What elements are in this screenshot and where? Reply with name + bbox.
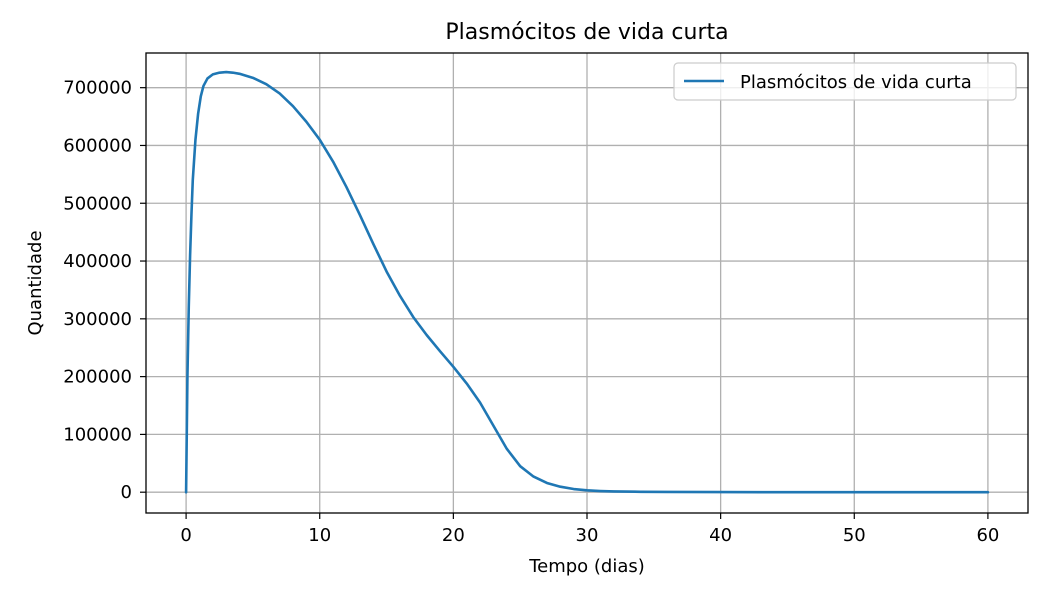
y-tick-label: 0 <box>121 482 132 503</box>
x-tick-label: 40 <box>709 525 732 546</box>
legend: Plasmócitos de vida curta <box>673 62 1017 101</box>
x-tick-label: 60 <box>976 525 999 546</box>
y-tick-label: 400000 <box>63 251 132 272</box>
x-tick-label: 0 <box>180 525 191 546</box>
legend-label: Plasmócitos de vida curta <box>740 72 972 93</box>
y-axis-label: Quantidade <box>25 230 46 335</box>
y-tick-label: 700000 <box>63 78 132 99</box>
y-tick-label: 300000 <box>63 309 132 330</box>
chart-title: Plasmócitos de vida curta <box>445 20 728 45</box>
y-tick-label: 100000 <box>63 424 132 445</box>
x-tick-label: 10 <box>308 525 331 546</box>
legend-box <box>673 62 1017 101</box>
y-tick-label: 500000 <box>63 193 132 214</box>
x-axis-label: Tempo (dias) <box>528 556 645 577</box>
axis-ticks: 0 10 20 30 40 50 60 0 100000 200000 300000 400000 50… <box>63 78 999 546</box>
series-line-plasmocitos-de-vida-curta <box>184 70 990 494</box>
x-tick-label: 50 <box>843 525 866 546</box>
x-tick-label: 20 <box>442 525 465 546</box>
y-tick-label: 200000 <box>63 367 132 388</box>
grid <box>146 53 1028 513</box>
x-tick-label: 30 <box>576 525 599 546</box>
y-tick-label: 600000 <box>63 135 132 156</box>
